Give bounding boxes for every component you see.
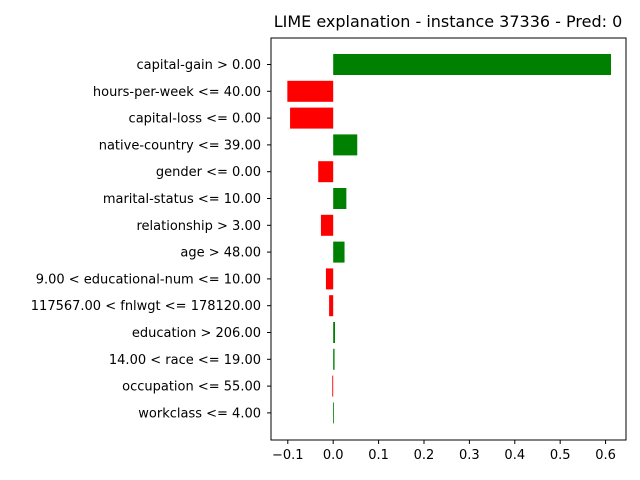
- bar: [332, 375, 334, 397]
- y-tick-label: gender <= 0.00: [156, 165, 261, 180]
- x-tick-label: −0.1: [272, 448, 304, 463]
- x-tick-label: 0.4: [504, 448, 525, 463]
- bar: [333, 348, 335, 370]
- bar: [318, 161, 334, 183]
- bar: [325, 268, 334, 290]
- bar: [333, 322, 336, 343]
- chart-title: LIME explanation - instance 37336 - Pred…: [274, 12, 623, 31]
- x-tick-label: 0.1: [368, 448, 389, 463]
- bar: [287, 80, 334, 102]
- y-tick-label: education > 206.00: [132, 326, 261, 341]
- x-axis: −0.1 0.0 0.1 0.2 0.3 0.4 0.5 0.6: [272, 440, 616, 463]
- y-tick-label: hours-per-week <= 40.00: [93, 85, 261, 100]
- x-tick-label: 0.2: [414, 448, 435, 463]
- bar: [333, 241, 345, 263]
- y-tick-label: capital-loss <= 0.00: [129, 112, 261, 127]
- y-tick-label: age > 48.00: [180, 246, 261, 261]
- y-tick-label: capital-gain > 0.00: [136, 58, 261, 73]
- bar: [329, 295, 334, 317]
- y-tick-label: 117567.00 < fnlwgt <= 178120.00: [31, 299, 261, 314]
- x-tick-label: 0.3: [459, 448, 480, 463]
- y-tick-label: marital-status <= 10.00: [103, 192, 261, 207]
- y-tick-label: relationship > 3.00: [136, 219, 261, 234]
- bar: [333, 188, 347, 209]
- y-tick-label: workclass <= 4.00: [138, 406, 261, 421]
- y-tick-label: 9.00 < educational-num <= 10.00: [36, 272, 261, 287]
- bars-group: [287, 54, 612, 424]
- bar: [290, 107, 334, 129]
- bar: [320, 214, 334, 236]
- plot-frame: [270, 37, 627, 441]
- bar: [333, 54, 612, 75]
- x-tick-label: 0.5: [550, 448, 571, 463]
- y-tick-label: 14.00 < race <= 19.00: [109, 353, 261, 368]
- y-tick-label: occupation <= 55.00: [122, 380, 261, 395]
- y-tick-label: native-country <= 39.00: [99, 138, 261, 153]
- y-tick-labels: capital-gain > 0.00 hours-per-week <= 40.…: [31, 58, 271, 421]
- x-tick-label: 0.0: [323, 448, 344, 463]
- bar: [333, 402, 334, 424]
- bar: [333, 134, 358, 156]
- x-tick-label: 0.6: [595, 448, 616, 463]
